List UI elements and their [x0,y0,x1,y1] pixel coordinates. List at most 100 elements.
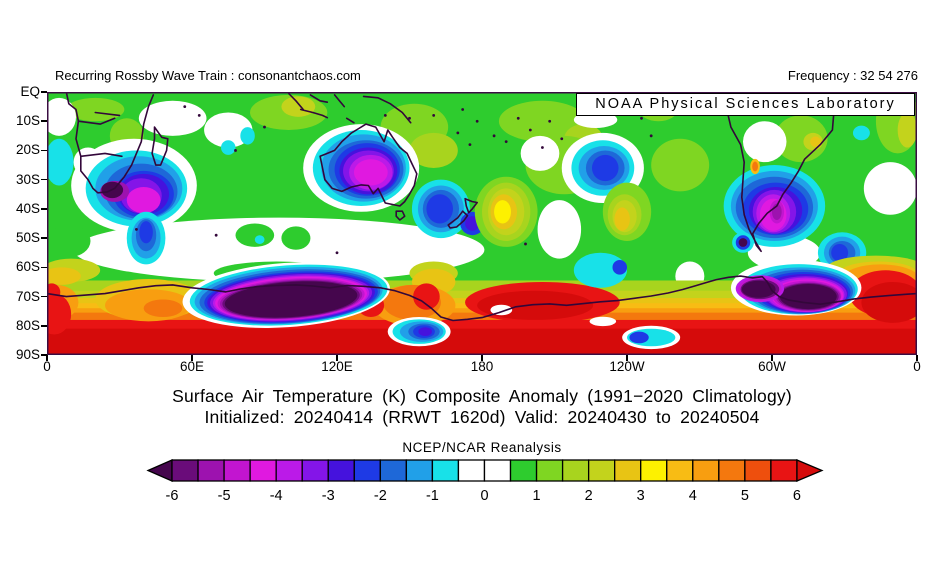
anomaly-contour-region [738,238,748,247]
anomaly-contour-region [418,327,432,337]
anomaly-contour-region [861,281,925,323]
anomaly-contour-region [852,125,870,141]
colorbar-cell [770,459,798,482]
colorbar-cell [223,459,251,482]
anomaly-contour-region [490,304,513,316]
colorbar-cell [561,459,590,482]
x-tick-label-60e: 60E [179,359,205,374]
anomaly-contour-region [204,112,253,148]
island-dot [524,242,527,246]
colorbar-cell [509,459,538,482]
island-dot [335,251,339,255]
colorbar-tick-label: -6 [166,488,179,504]
anomaly-contour-region [494,200,511,224]
colorbar-cell [666,459,694,482]
y-tick-mark [41,208,47,210]
anomaly-contour-region [743,121,787,163]
x-tick-mark [771,355,773,361]
island-dot [528,128,532,132]
colorbar: -6 -5 -4 -3 -2 -1 0 1 2 3 4 5 6 [146,459,824,504]
anomaly-band-region [47,328,917,355]
colorbar-cell [405,459,434,482]
coastline [309,94,329,103]
frequency-text: Frequency : 32 54 276 [787,68,918,83]
coastline [65,91,155,194]
x-tick-label-120e: 120E [321,359,353,374]
x-tick-mark [916,355,918,361]
anomaly-contour-region [240,127,255,145]
map-border [47,92,917,355]
island-dot [649,134,653,138]
anomaly-contour-region [42,267,81,285]
colorbar-tick-label: 6 [793,488,801,504]
anomaly-contour-region [73,217,485,282]
coastline [319,123,418,207]
anomaly-contour-region [591,154,619,182]
y-tick-label-60s: 60S [15,259,40,275]
coastline [725,91,835,253]
colorbar-tick-label: 2 [585,488,593,504]
island-dot [468,143,472,146]
y-tick-mark [41,120,47,122]
colorbar-tick-label: 5 [741,488,749,504]
anomaly-contour-region [143,299,183,318]
y-tick-mark [41,149,47,152]
coastline [151,126,169,166]
y-tick-mark [41,354,47,356]
y-tick-label-40s: 40S [15,200,40,216]
colorbar-cell [171,459,199,482]
anomaly-contour-region [831,243,849,262]
anomaly-contour-region [752,161,758,172]
x-tick-mark [481,355,483,361]
coastline [447,210,469,229]
x-tick-label-180: 180 [470,359,494,374]
anomaly-contour-region [520,135,560,171]
y-tick-label-70s: 70S [15,288,40,304]
y-tick-mark [41,237,47,239]
colorbar-cell [301,459,329,482]
colorbar-cell [327,459,355,482]
colorbar-cell [692,459,720,482]
colorbar-cell [640,459,668,482]
colorbar-dataset-label: NCEP/NCAR Reanalysis [402,440,562,455]
x-tick-label-60w: 60W [758,359,786,374]
colorbar-tick-label: 1 [533,488,541,504]
island-dot [234,149,237,152]
y-tick-label-50s: 50S [15,230,40,246]
island-dot [475,119,479,123]
island-dot [560,137,564,141]
chart-subtitle: Initialized: 20240414 (RRWT 1620d) Valid… [204,407,760,427]
anomaly-contour-region [224,281,358,318]
x-tick-mark [46,355,48,361]
colorbar-tick-label: -5 [218,488,231,504]
colorbar-tick-label: -3 [322,488,335,504]
anomaly-contour-region [537,200,582,259]
anomaly-contour-region [779,283,837,310]
island-dot [492,134,496,138]
watermark-source-text: Recurring Rossby Wave Train : consonantc… [55,68,361,83]
colorbar-tick-label: 4 [689,488,697,504]
colorbar-cell [718,459,746,482]
coastline [345,117,355,124]
colorbar-arrow-right [796,459,824,482]
island-dot [548,119,552,123]
anomaly-contour-region [426,194,454,224]
x-tick-mark [626,355,628,361]
colorbar-cell [614,459,642,482]
island-dot [214,233,218,237]
island-dot [183,105,187,109]
y-tick-mark [41,91,47,93]
anomaly-contour-region [573,252,628,288]
colorbar-tick-label: -1 [426,488,439,504]
colorbar-cell [197,459,225,482]
colorbar-cell [249,459,277,482]
anomaly-contour-region [126,186,161,214]
colorbar-cell [275,459,303,482]
island-dot [197,113,201,117]
anomaly-contour-region [810,136,821,147]
anomaly-contour-region [66,97,125,122]
noaa-psl-watermark-box: NOAA Physical Sciences Laboratory [576,93,915,116]
anomaly-contour-region [413,283,440,310]
y-tick-label-20s: 20S [15,142,40,158]
coastline [94,111,121,117]
